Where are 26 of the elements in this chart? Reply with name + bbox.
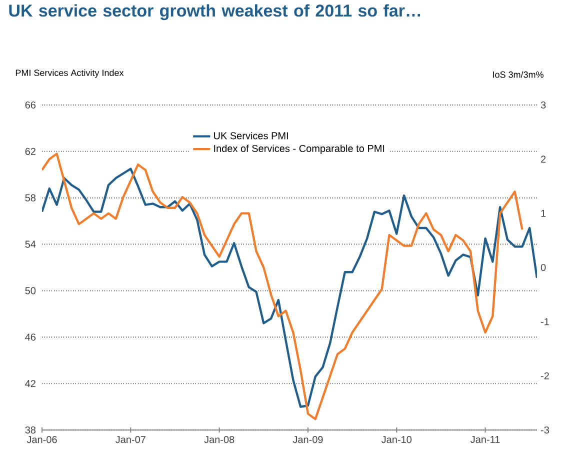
y-tick-label: 42 <box>25 380 36 388</box>
y-tick-label: 54 <box>25 240 36 248</box>
legend-label: Index of Services - Comparable to PMI <box>214 144 384 154</box>
y-tick-label: 66 <box>25 101 36 109</box>
y-tick-label: 58 <box>25 194 36 202</box>
y2-tick-label: -3 <box>540 426 549 434</box>
y2-tick-label: 2 <box>541 156 546 163</box>
x-tick-label: Jan-09 <box>292 436 323 444</box>
x-tick-label: Jan-08 <box>204 436 234 444</box>
x-tick-label: Jan-06 <box>26 436 57 444</box>
y-tick-label: 62 <box>25 148 36 155</box>
y-tick-label: 46 <box>25 334 36 341</box>
legend-label: UK Services PMI <box>214 132 288 140</box>
x-tick-label: Jan-11 <box>470 436 500 443</box>
y2-tick-label: -1 <box>540 318 549 326</box>
y-axis-title: PMI Services Activity Index <box>16 69 124 78</box>
y-tick-label: 50 <box>25 287 36 294</box>
y-tick-label: 38 <box>25 426 36 434</box>
x-tick-label: Jan-07 <box>116 436 146 444</box>
x-tick-label: Jan-10 <box>381 436 412 444</box>
y2-tick-label: -2 <box>540 372 549 380</box>
y2-axis-title: IoS 3m/3m% <box>493 71 544 78</box>
chart-title: UK service sector growth weakest of 2011 so far… <box>9 4 420 20</box>
y2-tick-label: 0 <box>540 264 546 272</box>
y2-tick-label: 3 <box>540 101 546 109</box>
y2-tick-label: 1 <box>541 210 546 217</box>
